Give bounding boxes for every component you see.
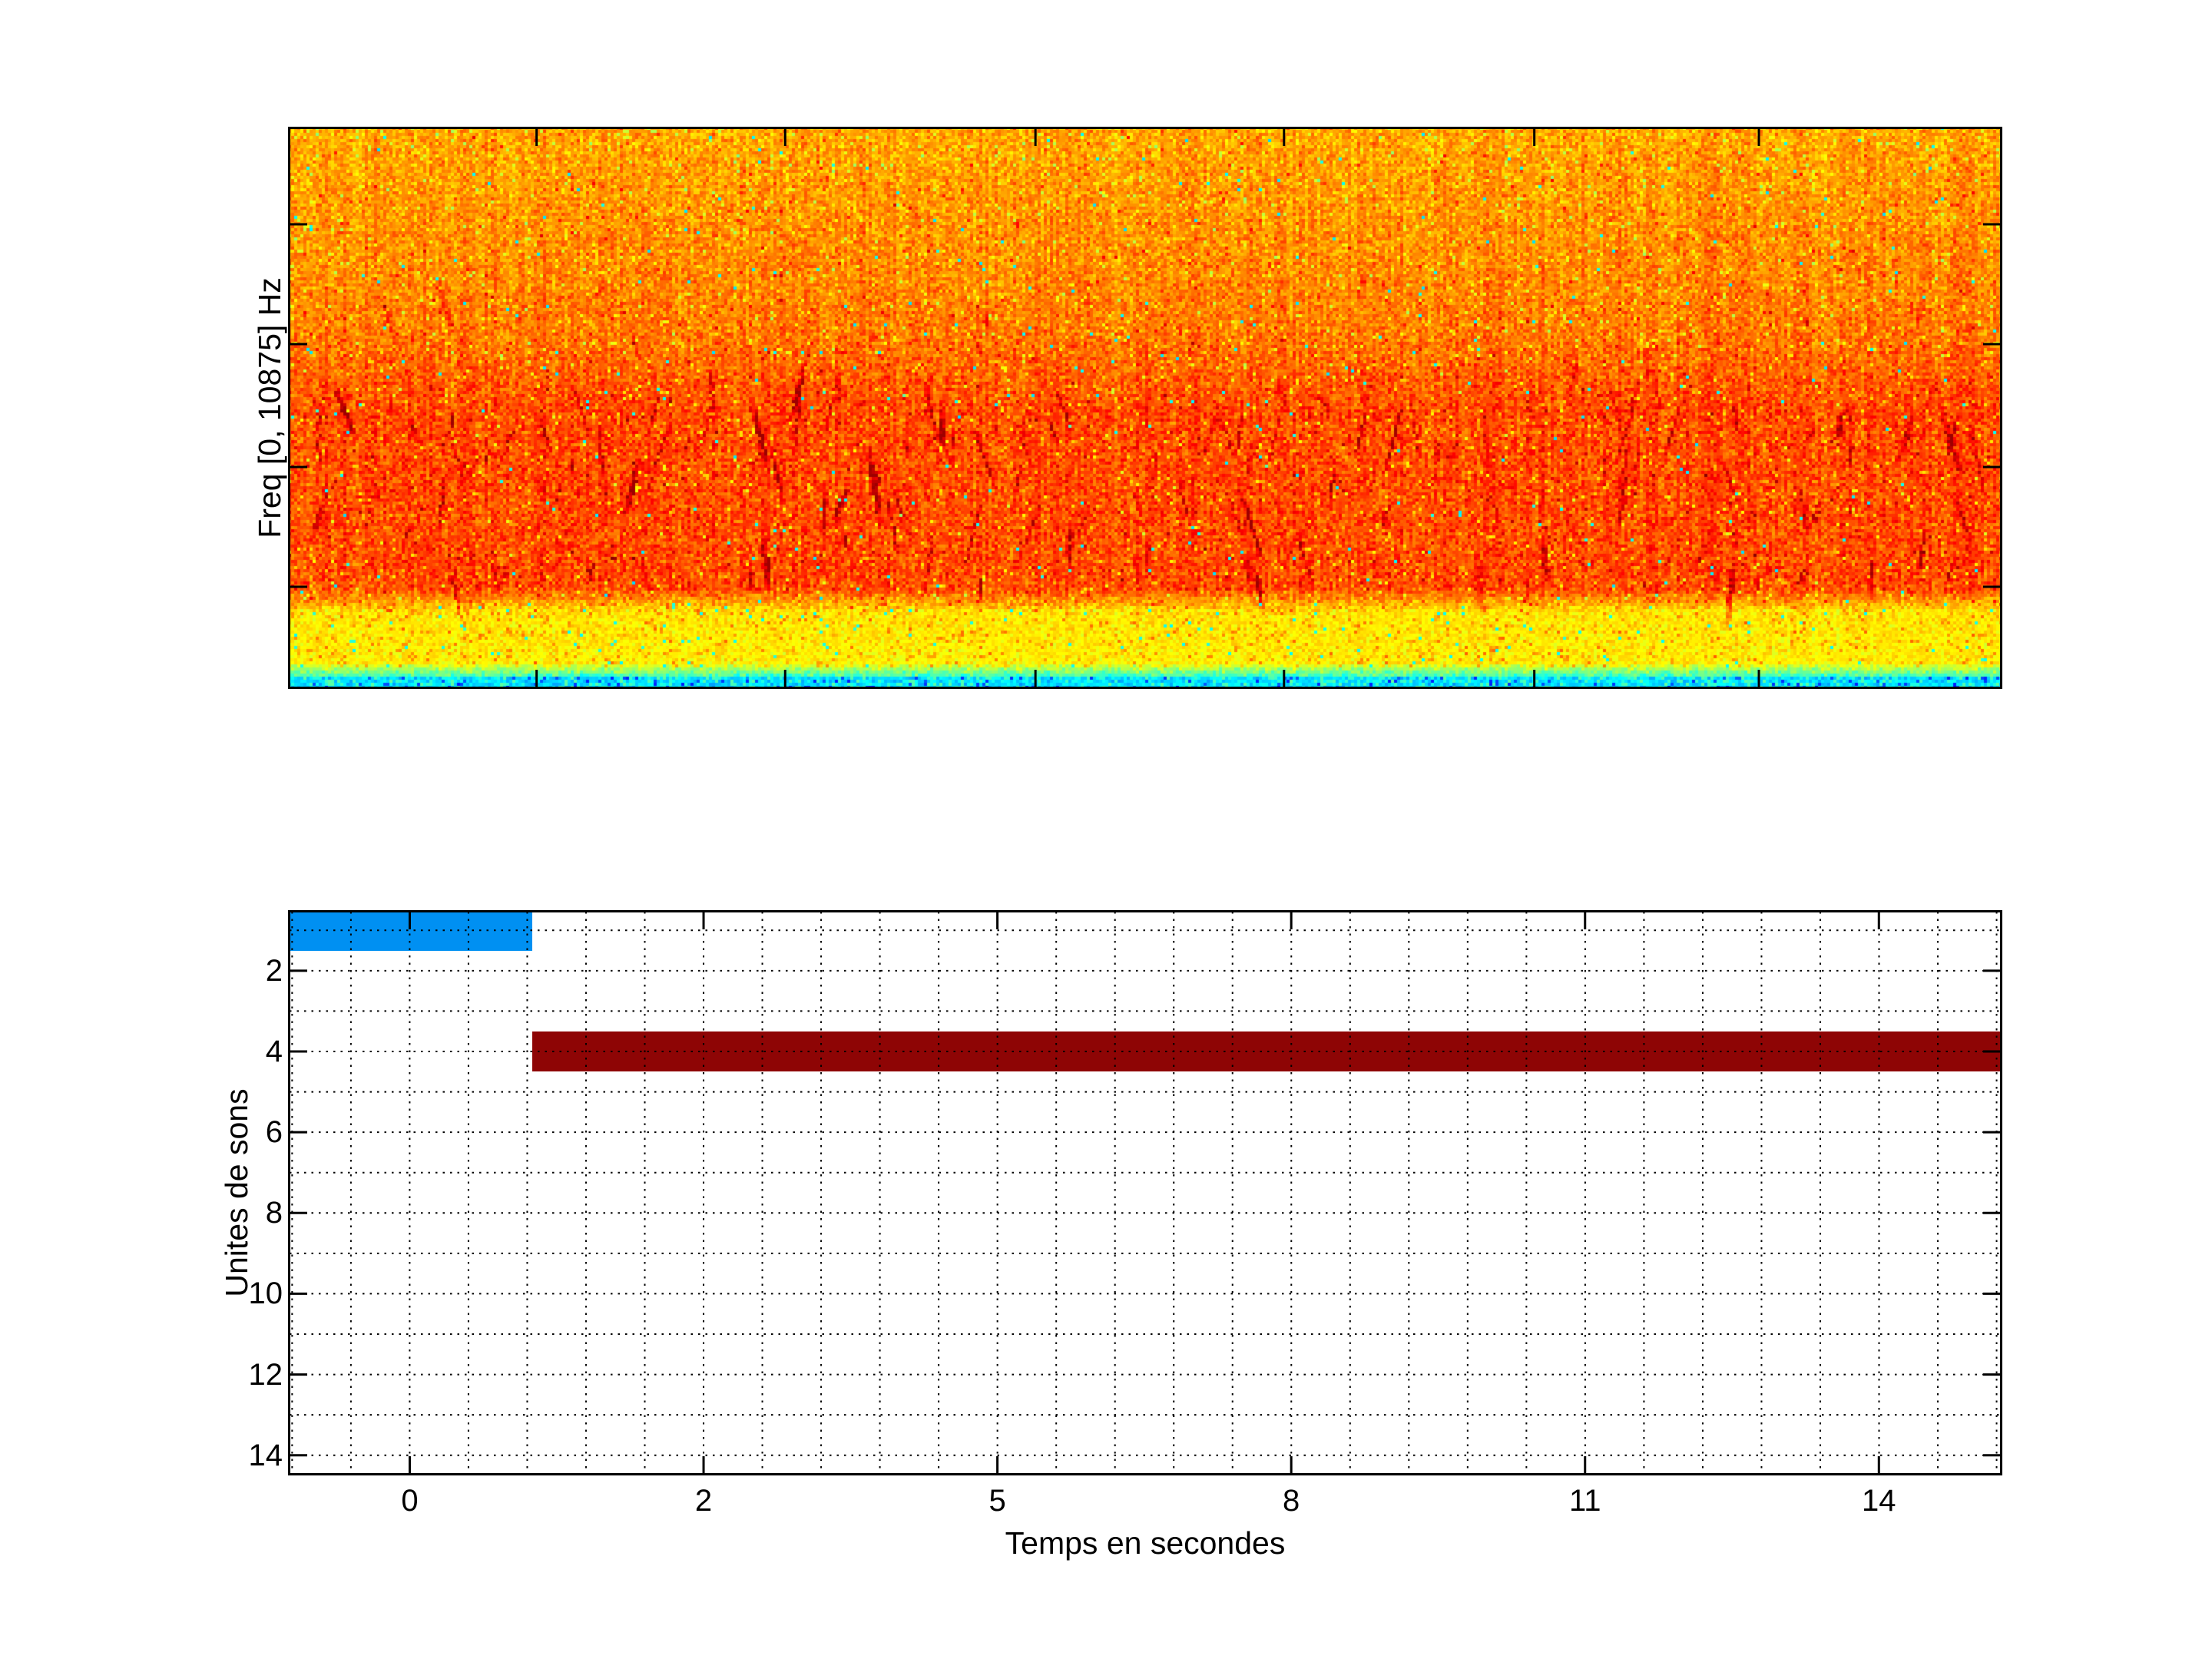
x-tick-label: 14 [1862, 1484, 1896, 1518]
x-tick-label: 8 [1283, 1484, 1300, 1518]
dark-red-bar [532, 1031, 2002, 1072]
x-tick-label: 11 [1568, 1484, 1601, 1518]
bar-chart-axes [288, 910, 2002, 1475]
x-tick-label: 5 [988, 1484, 1006, 1518]
y-tick-label: 2 [265, 953, 283, 988]
grid-overlay [288, 910, 2002, 1475]
y-tick-label: 12 [248, 1357, 283, 1392]
y-tick-label: 4 [265, 1035, 283, 1068]
blue-bar [288, 910, 533, 951]
y-tick-label: 14 [248, 1438, 283, 1472]
y-tick-label: 8 [265, 1196, 283, 1230]
freq-axis-label: Freq [0, 10875] Hz [252, 277, 287, 538]
spectrogram-axes [288, 127, 2002, 689]
spectrogram-canvas [288, 127, 2002, 689]
y-tick-label: 6 [265, 1115, 283, 1150]
y-tick-label: 10 [248, 1277, 283, 1311]
x-axis-label: Temps en secondes [1005, 1525, 1286, 1561]
x-tick-label: 0 [401, 1484, 419, 1518]
x-tick-label: 2 [694, 1484, 713, 1518]
